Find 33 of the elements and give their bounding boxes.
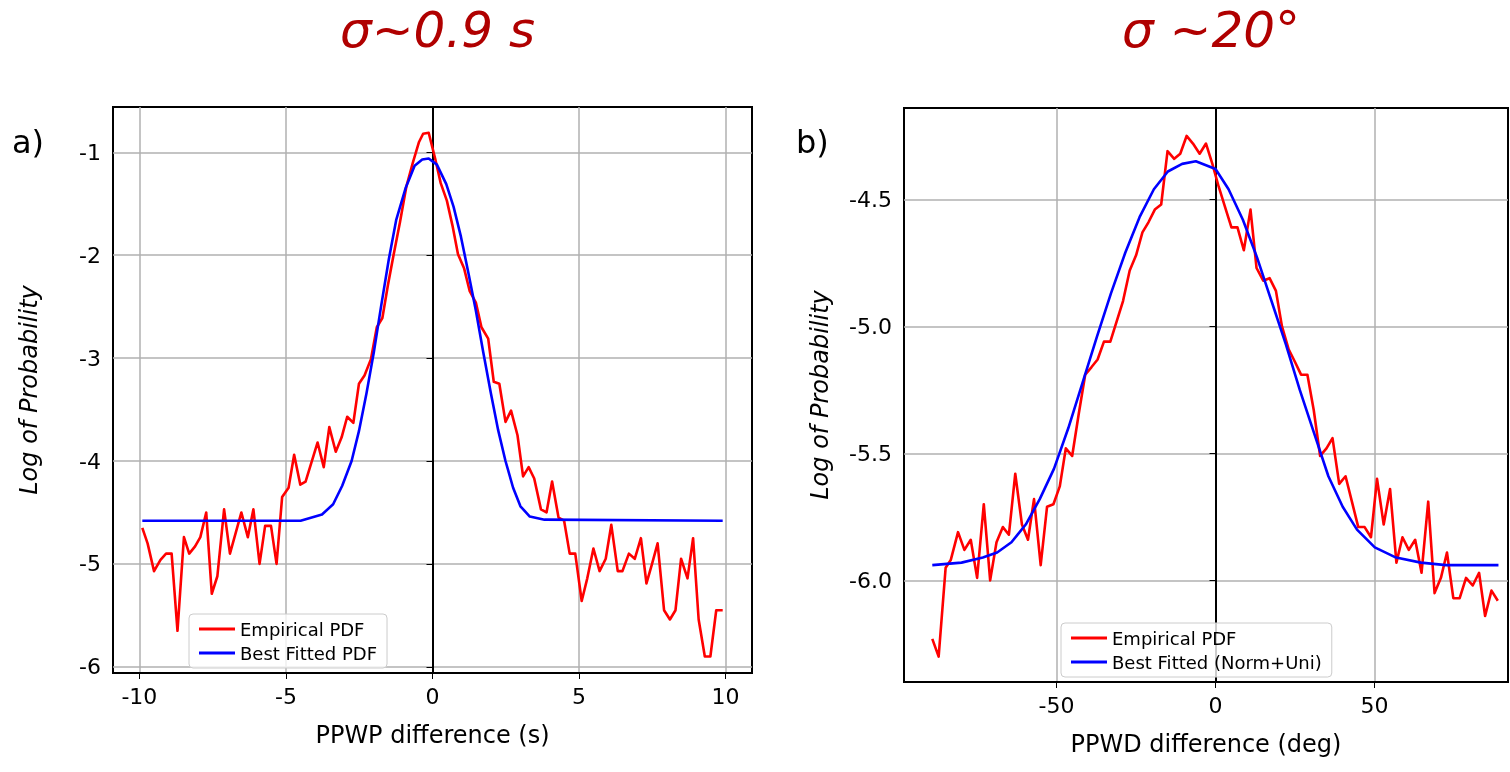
line-series: [141, 157, 724, 522]
line-series: [930, 160, 1500, 567]
legend-label: Best Fitted PDF: [240, 642, 378, 664]
x-tick-label: 10: [711, 683, 740, 709]
x-tick-label: -10: [121, 683, 158, 709]
text: a): [12, 123, 45, 161]
y-tick-label: -5: [79, 551, 101, 577]
x-tick-label: -5: [274, 683, 297, 709]
x-axis-title: PPWP difference (s): [315, 721, 550, 749]
legend-label: Best Fitted (Norm+Uni): [1112, 651, 1322, 673]
x-tick-label: 0: [425, 683, 440, 709]
y-tick-label: -4: [79, 448, 101, 474]
y-tick-label: -1: [79, 139, 101, 165]
y-axis-title: Log of Probability: [806, 289, 834, 500]
legend-label: Empirical PDF: [240, 618, 365, 640]
x-tick-label: 0: [1208, 692, 1223, 718]
chart-title: σ~0.9 s: [339, 1, 536, 59]
y-tick-label: -6: [79, 654, 101, 680]
y-tick-label: -5.0: [849, 313, 892, 339]
y-tick-label: -2: [79, 242, 101, 268]
y-tick-label: -5.5: [849, 440, 892, 466]
x-axis-title: PPWD difference (deg): [1070, 730, 1342, 758]
y-tick-label: -6.0: [849, 567, 892, 593]
y-tick-label: -3: [79, 345, 101, 371]
y-axis-title: Log of Probability: [15, 284, 43, 495]
x-tick-label: 50: [1360, 692, 1389, 718]
x-tick-label: -50: [1038, 692, 1075, 718]
text: b): [796, 123, 829, 161]
chart-title: σ ~20°: [1121, 1, 1301, 59]
x-tick-label: 5: [572, 683, 587, 709]
y-tick-label: -4.5: [849, 186, 892, 212]
line-series: [141, 131, 724, 658]
legend-label: Empirical PDF: [1112, 627, 1237, 649]
